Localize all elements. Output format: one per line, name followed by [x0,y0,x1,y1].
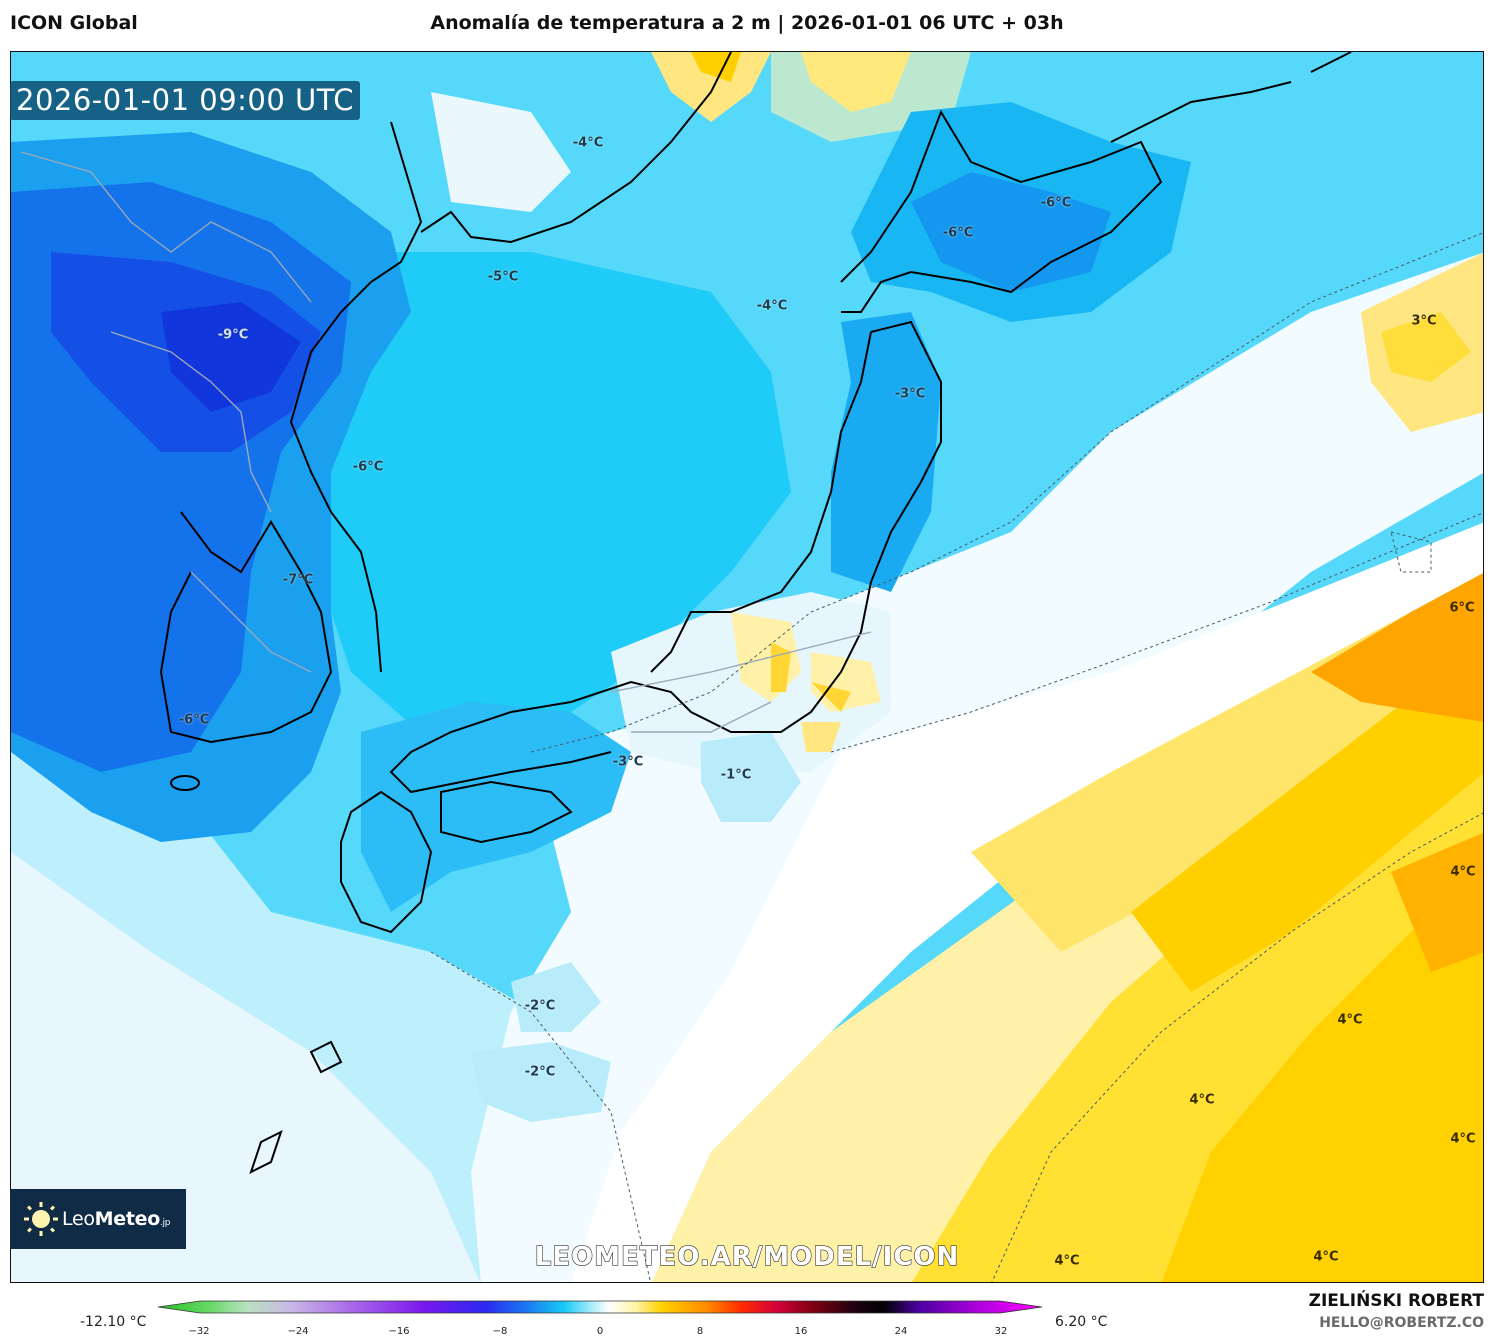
temp-label: -3°C [894,386,926,402]
source-watermark: LEOMETEO.AR/MODEL/ICON [534,1241,960,1272]
temp-label: 4°C [1313,1249,1339,1265]
temp-label: -4°C [572,135,604,151]
temp-label: -6°C [352,459,384,475]
colorbar-tick: −24 [287,1326,309,1337]
temp-label: -4°C [756,298,788,314]
logo-text: LeoMeteo.jp [62,1208,171,1230]
colorbar-tick: 8 [696,1326,704,1337]
colorbar-tick: −32 [188,1326,210,1337]
temp-label: -2°C [524,998,556,1014]
leometeo-logo[interactable]: LeoMeteo.jp [10,1189,186,1249]
temp-label: 4°C [1450,1131,1476,1147]
temp-label: -2°C [524,1064,556,1080]
author-name: ZIELIŃSKI ROBERT [1308,1291,1484,1311]
chart-title: Anomalía de temperatura a 2 m | 2026-01-… [430,12,1064,34]
colorbar-tick: 0 [596,1326,604,1337]
temp-label: -5°C [487,269,519,285]
valid-time-badge: 2026-01-01 09:00 UTC [10,81,361,120]
temp-label: -9°C [217,327,249,343]
temp-label: -3°C [612,754,644,770]
temp-label: 4°C [1450,864,1476,880]
sun-icon [24,1202,58,1236]
field-min-label: -12.10 °C [80,1314,147,1330]
colorbar-tick: 24 [894,1326,908,1337]
colorbar [157,1299,1043,1314]
temp-label: -1°C [720,767,752,783]
temp-label: 6°C [1449,600,1475,616]
colorbar-tick: 32 [994,1326,1008,1337]
temp-label: 3°C [1411,313,1437,329]
colorbar-tick: −16 [388,1326,410,1337]
author-email[interactable]: HELLO@ROBERTZ.CO [1319,1315,1484,1331]
temp-label: -7°C [282,572,314,588]
model-name: ICON Global [10,12,138,34]
temp-label: -6°C [178,712,210,728]
field-max-label: 6.20 °C [1055,1314,1108,1330]
temp-label: 4°C [1054,1253,1080,1269]
colorbar-tick: −8 [492,1326,508,1337]
temp-label: 4°C [1189,1092,1215,1108]
map-canvas[interactable]: -4°C -5°C -9°C -4°C -6°C -6°C -3°C -6°C … [10,51,1484,1283]
temp-label: -6°C [942,225,974,241]
anomaly-field [11,52,1483,1282]
temp-label: -6°C [1040,195,1072,211]
temp-label: 4°C [1337,1012,1363,1028]
colorbar-tick: 16 [794,1326,808,1337]
